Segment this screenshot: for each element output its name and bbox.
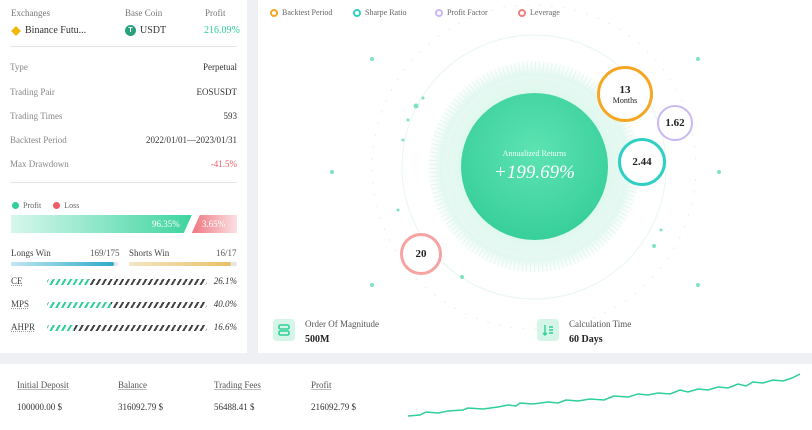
sharpe-ratio-bubble[interactable]: 2.44 xyxy=(618,138,666,186)
info-row-trading-pair: Trading Pair EOSUSDT xyxy=(10,87,237,97)
metric-bar xyxy=(47,279,207,285)
annualized-returns-circle: Annualized Returns +199.69% xyxy=(461,93,608,240)
base-coin-value: T USDT xyxy=(125,25,166,36)
divider xyxy=(10,182,237,183)
shorts-win-fill xyxy=(129,262,231,266)
sharpe-ratio-ring-icon xyxy=(353,8,361,17)
metric-bar xyxy=(47,302,207,308)
profit-factor-bubble[interactable]: 1.62 xyxy=(657,105,693,141)
leverage-bubble[interactable]: 20 xyxy=(400,233,442,275)
metric-label: CE xyxy=(11,276,23,286)
annualized-returns-label: Annualized Returns xyxy=(502,149,567,158)
profit-value: 216.09% xyxy=(204,25,240,36)
metric-mps: MPS 40.0% xyxy=(11,299,237,311)
info-value: 593 xyxy=(223,111,238,121)
backtest-period-value: 13 xyxy=(619,83,631,96)
magnitude-value: 500M xyxy=(305,334,330,345)
shorts-win-track xyxy=(129,262,237,266)
leverage-value: 20 xyxy=(415,248,427,260)
metric-bar-fill xyxy=(47,302,111,308)
calculation-time-value: 60 Days xyxy=(569,334,603,345)
legend-profit-factor[interactable]: Profit Factor xyxy=(435,8,488,17)
info-label: Backtest Period xyxy=(10,135,67,145)
info-row-type: Type Perpetual xyxy=(10,62,237,72)
info-value: 2022/01/01—2023/01/31 xyxy=(145,135,237,145)
profit-dot-icon xyxy=(12,202,19,209)
profit-pct: 96.35% xyxy=(152,219,180,229)
exchange-name: Binance Futu... xyxy=(25,25,87,36)
info-label: Max Drawdown xyxy=(10,159,69,169)
calculation-time-label: Calculation Time xyxy=(569,319,632,329)
metric-label: MPS xyxy=(11,299,30,309)
shorts-win-label: Shorts Win xyxy=(129,248,170,258)
metric-ce: CE 26.1% xyxy=(11,276,237,288)
base-coin-name: USDT xyxy=(140,25,167,36)
balance-value: 316092.79 $ xyxy=(118,402,163,412)
loss-segment: 3.65% xyxy=(191,215,237,233)
info-value: EOSUSDT xyxy=(196,87,237,97)
info-label: Type xyxy=(10,62,28,72)
profit-factor-value: 1.62 xyxy=(665,117,685,129)
metric-value: 40.0% xyxy=(213,299,237,309)
trading-fees-header: Trading Fees xyxy=(214,380,261,390)
backtest-period-unit: Months xyxy=(612,95,638,105)
magnitude-label: Order Of Magnitude xyxy=(305,319,379,329)
info-label: Trading Times xyxy=(10,111,63,121)
shorts-win-value: 16/17 xyxy=(216,248,237,258)
binance-icon xyxy=(11,25,21,36)
exchanges-header: Exchanges xyxy=(11,8,50,18)
returns-visual-panel: Backtest Period Sharpe Ratio Profit Fact… xyxy=(258,0,812,353)
initial-deposit-header: Initial Deposit xyxy=(17,380,69,390)
loss-dot-icon xyxy=(53,202,61,209)
info-value: Perpetual xyxy=(203,62,237,72)
profit-value: 216092.79 $ xyxy=(311,402,356,412)
longs-win-label: Longs Win xyxy=(11,248,51,258)
profit-loss-legend: Profit Loss xyxy=(12,201,79,210)
profit-loss-bar: 96.35% 3.65% xyxy=(11,215,237,233)
info-row-backtest-period: Backtest Period 2022/01/01—2023/01/31 xyxy=(10,135,237,145)
metric-bar-fill xyxy=(47,279,89,285)
trading-fees-value: 56488.41 $ xyxy=(214,402,255,412)
metric-value: 16.6% xyxy=(213,322,237,332)
balance-sparkline xyxy=(408,373,801,417)
initial-deposit-value: 100000.00 $ xyxy=(17,402,62,412)
profit-factor-ring-icon xyxy=(435,8,443,17)
metric-label: AHPR xyxy=(11,322,36,332)
calculation-time-icon xyxy=(537,319,559,341)
info-label: Trading Pair xyxy=(10,87,55,97)
metric-bar xyxy=(47,325,207,331)
divider xyxy=(10,46,237,47)
profit-header: Profit xyxy=(205,8,226,18)
info-row-trading-times: Trading Times 593 xyxy=(10,111,237,121)
balance-header: Balance xyxy=(118,380,147,390)
loss-pct: 3.65% xyxy=(201,219,226,229)
account-summary-panel: Initial Deposit Balance Trading Fees Pro… xyxy=(0,364,812,430)
base-coin-header: Base Coin xyxy=(125,8,163,18)
longs-win-value: 169/175 xyxy=(90,248,120,258)
metric-bar-fill xyxy=(47,325,74,331)
profit-header: Profit xyxy=(311,380,332,390)
backtest-period-bubble[interactable]: 13 Months xyxy=(597,66,653,122)
longs-win-fill xyxy=(11,262,115,266)
annualized-returns-value: +199.69% xyxy=(494,162,575,183)
longs-win-track xyxy=(11,262,118,266)
backtest-period-ring-icon xyxy=(270,8,278,17)
info-row-max-drawdown: Max Drawdown -41.5% xyxy=(10,159,237,169)
legend-leverage[interactable]: Leverage xyxy=(518,8,560,17)
metric-ahpr: AHPR 16.6% xyxy=(11,322,237,334)
exchange-value: Binance Futu... xyxy=(11,25,86,36)
metric-value: 26.1% xyxy=(213,276,237,286)
magnitude-icon xyxy=(273,319,295,341)
legend-sharpe-ratio[interactable]: Sharpe Ratio xyxy=(353,8,407,17)
profit-segment: 96.35% xyxy=(11,215,192,233)
legend-backtest-period[interactable]: Backtest Period xyxy=(270,8,332,17)
leverage-ring-icon xyxy=(518,8,526,17)
legend-loss: Loss xyxy=(53,201,79,210)
usdt-icon: T xyxy=(125,25,136,36)
strategy-summary-panel: Exchanges Base Coin Profit Binance Futu.… xyxy=(0,0,247,353)
sharpe-ratio-value: 2.44 xyxy=(632,156,652,168)
legend-profit: Profit xyxy=(12,201,41,210)
info-value: -41.5% xyxy=(210,159,237,169)
